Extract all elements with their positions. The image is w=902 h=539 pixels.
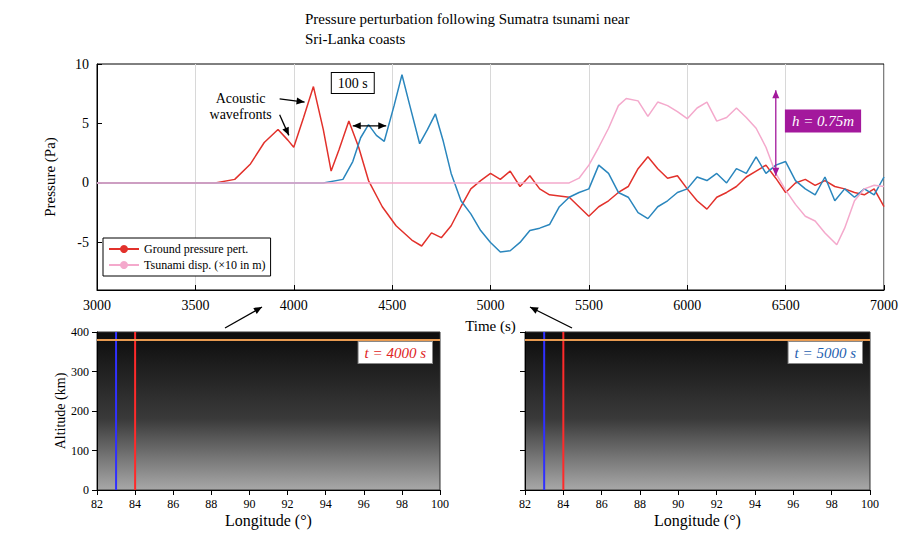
svg-text:6000: 6000 <box>673 298 701 313</box>
svg-text:100: 100 <box>431 497 449 511</box>
svg-text:h = 0.75m: h = 0.75m <box>792 113 854 129</box>
svg-text:96: 96 <box>358 497 370 511</box>
svg-text:10: 10 <box>75 57 89 72</box>
svg-text:Longitude (°): Longitude (°) <box>654 512 741 530</box>
svg-text:t = 5000 s: t = 5000 s <box>795 345 857 361</box>
svg-text:86: 86 <box>596 497 608 511</box>
svg-text:Tsunami disp. (×10 in m): Tsunami disp. (×10 in m) <box>144 258 266 272</box>
svg-text:3000: 3000 <box>83 298 111 313</box>
svg-text:Altitude (km): Altitude (km) <box>53 372 69 449</box>
svg-text:100: 100 <box>71 444 89 458</box>
svg-text:Pressure perturbation followin: Pressure perturbation following Sumatra … <box>305 11 633 27</box>
svg-text:100 s: 100 s <box>338 76 368 91</box>
svg-text:5500: 5500 <box>575 298 603 313</box>
svg-text:Ground pressure pert.: Ground pressure pert. <box>144 242 248 256</box>
svg-text:100: 100 <box>861 497 879 511</box>
svg-text:7000: 7000 <box>870 298 898 313</box>
svg-text:3500: 3500 <box>181 298 209 313</box>
svg-text:88: 88 <box>634 497 646 511</box>
svg-text:90: 90 <box>243 497 255 511</box>
svg-text:82: 82 <box>91 497 103 511</box>
svg-text:0: 0 <box>82 175 89 190</box>
svg-text:92: 92 <box>282 497 294 511</box>
svg-text:96: 96 <box>787 497 799 511</box>
svg-text:82: 82 <box>519 497 531 511</box>
svg-text:5: 5 <box>82 116 89 131</box>
svg-text:t = 4000 s: t = 4000 s <box>365 345 427 361</box>
svg-text:0: 0 <box>83 483 89 497</box>
svg-text:300: 300 <box>71 365 89 379</box>
svg-text:Longitude (°): Longitude (°) <box>225 512 312 530</box>
svg-text:wavefronts: wavefronts <box>210 107 272 122</box>
svg-text:-5: -5 <box>77 235 89 250</box>
svg-text:Sri-Lanka coasts: Sri-Lanka coasts <box>305 31 406 47</box>
svg-text:Pressure (Pa): Pressure (Pa) <box>42 137 59 217</box>
svg-text:Acoustic: Acoustic <box>216 91 266 106</box>
svg-text:4500: 4500 <box>378 298 406 313</box>
svg-text:92: 92 <box>711 497 723 511</box>
svg-text:90: 90 <box>672 497 684 511</box>
svg-text:94: 94 <box>749 497 761 511</box>
svg-text:Time (s): Time (s) <box>465 318 516 335</box>
svg-text:200: 200 <box>71 404 89 418</box>
svg-text:4000: 4000 <box>280 298 308 313</box>
svg-text:84: 84 <box>557 497 569 511</box>
svg-text:84: 84 <box>129 497 141 511</box>
svg-text:5000: 5000 <box>477 298 505 313</box>
svg-text:94: 94 <box>320 497 332 511</box>
svg-text:86: 86 <box>167 497 179 511</box>
svg-text:98: 98 <box>396 497 408 511</box>
svg-text:400: 400 <box>71 325 89 339</box>
svg-text:98: 98 <box>826 497 838 511</box>
svg-text:6500: 6500 <box>772 298 800 313</box>
svg-text:88: 88 <box>205 497 217 511</box>
